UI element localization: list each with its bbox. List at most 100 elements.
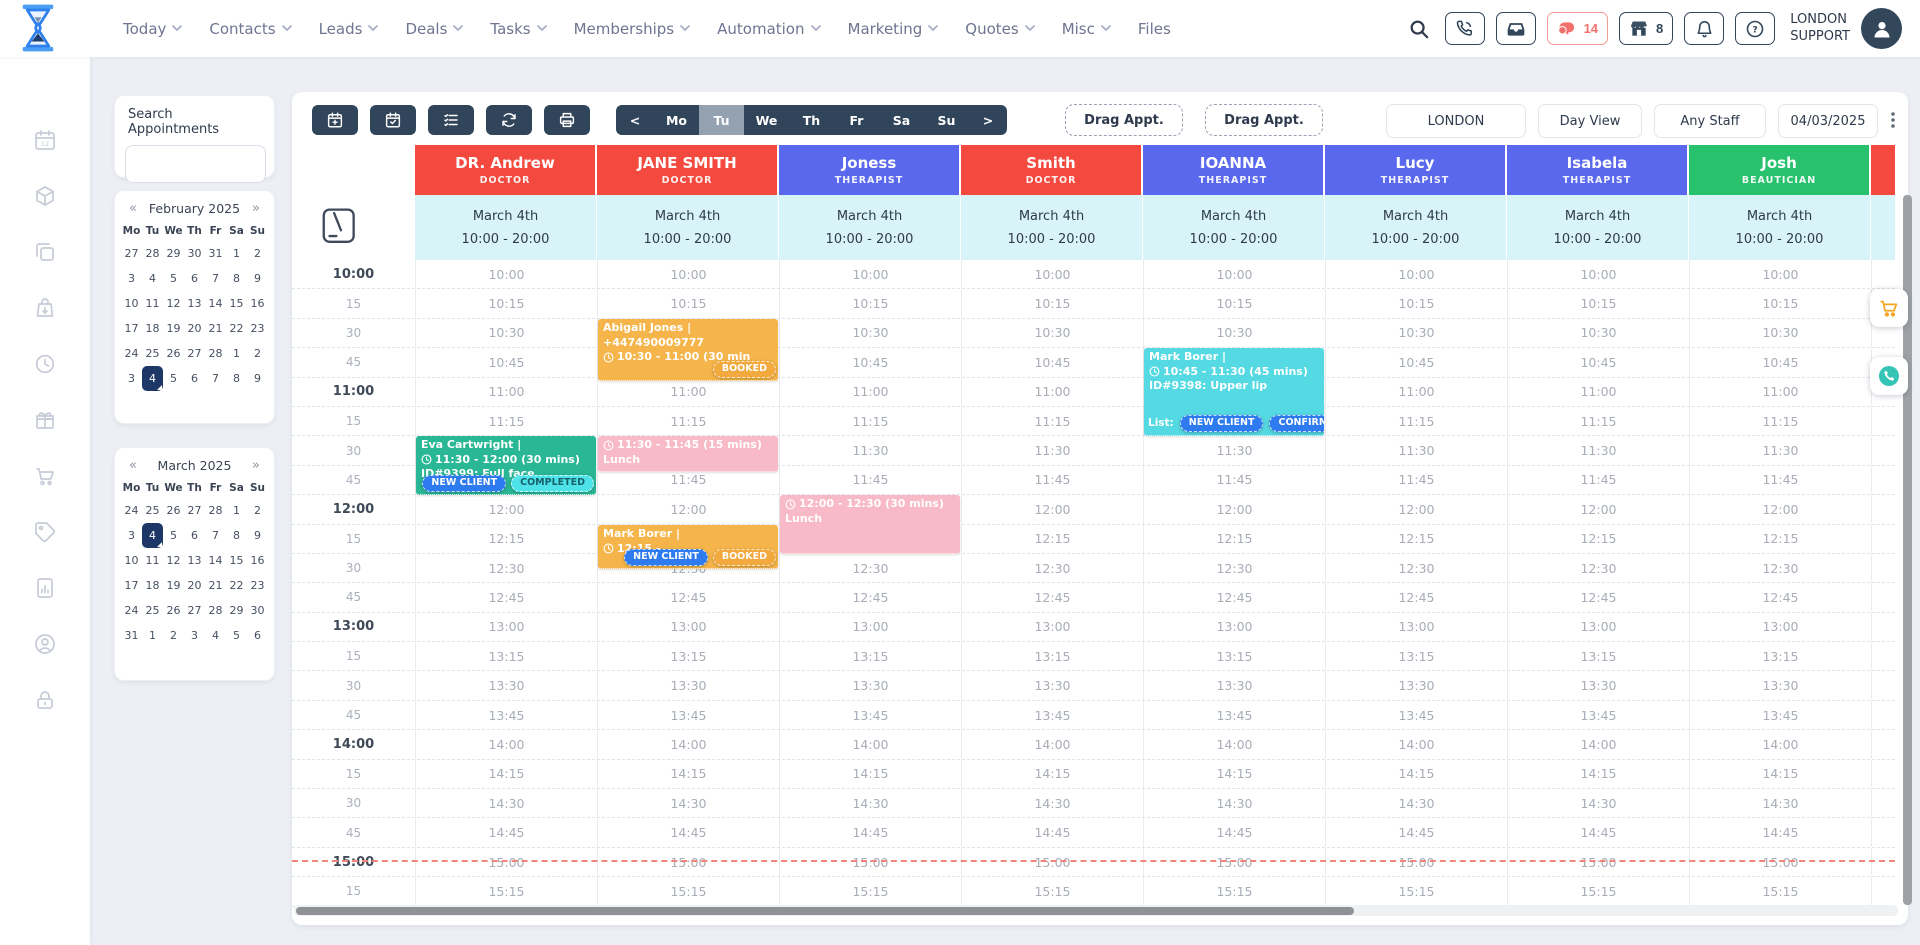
time-slot[interactable]: 14:15	[1689, 759, 1871, 789]
time-slot[interactable]: 10:00	[1507, 260, 1689, 289]
time-slot[interactable]: 11:30	[779, 436, 961, 465]
calendar-day[interactable]: 6	[191, 529, 198, 542]
time-slot[interactable]: 14:30	[597, 789, 779, 818]
time-slot[interactable]: 13:45	[1507, 700, 1689, 730]
time-slot[interactable]: 10:45	[779, 348, 961, 377]
add-appointment-button[interactable]	[312, 105, 358, 135]
calendar-day[interactable]: 1	[233, 247, 240, 260]
store-button[interactable]: 8	[1619, 12, 1674, 45]
time-slot[interactable]: 10:00	[415, 260, 597, 289]
time-slot[interactable]: 14:45	[597, 818, 779, 847]
time-slot[interactable]: 10:30	[779, 318, 961, 348]
time-slot[interactable]: 12:45	[415, 583, 597, 612]
package-icon[interactable]	[32, 183, 58, 209]
nav-item-marketing[interactable]: Marketing	[848, 20, 939, 38]
calendar-day[interactable]: 7	[212, 372, 219, 385]
weekday-sa[interactable]: Sa	[892, 112, 911, 128]
vertical-scrollbar-thumb[interactable]	[1903, 195, 1912, 905]
calendar-day[interactable]: 24	[124, 504, 139, 517]
time-slot[interactable]: 12:30	[779, 553, 961, 583]
schedule-calendar-icon[interactable]: 12	[32, 127, 58, 153]
nav-item-today[interactable]: Today	[123, 20, 183, 38]
time-slot[interactable]: 15:00	[1143, 847, 1325, 877]
calendar-day[interactable]: 7	[212, 529, 219, 542]
prev-month-button[interactable]: «	[129, 201, 137, 216]
calendar-day[interactable]: 4	[149, 272, 156, 285]
time-slot[interactable]: 12:00	[1325, 495, 1507, 524]
time-slot[interactable]: 13:30	[415, 671, 597, 700]
calendar-day[interactable]: 26	[166, 604, 181, 617]
time-slot[interactable]: 14:30	[1143, 789, 1325, 818]
time-slot[interactable]: 13:15	[1689, 642, 1871, 671]
time-slot[interactable]: 11:15	[779, 406, 961, 436]
time-slot[interactable]: 12:00	[597, 495, 779, 524]
staff-column-header[interactable]: Isabela THERAPIST	[1507, 145, 1689, 195]
nav-item-files[interactable]: Files	[1138, 20, 1171, 38]
nav-item-quotes[interactable]: Quotes	[965, 20, 1035, 38]
calendar-day[interactable]: 25	[145, 347, 160, 360]
time-slot[interactable]: 12:15	[1325, 524, 1507, 553]
time-slot[interactable]: 14:15	[1143, 759, 1325, 789]
drag-appt-button-2[interactable]: Drag Appt.	[1205, 104, 1323, 136]
time-slot[interactable]: 15:15	[415, 877, 597, 906]
time-slot[interactable]: 14:00	[1689, 730, 1871, 759]
time-slot[interactable]: 13:30	[779, 671, 961, 700]
time-slot[interactable]: 13:00	[1325, 612, 1507, 642]
time-slot[interactable]: 12:00	[1143, 495, 1325, 524]
calendar-day[interactable]: 12	[166, 554, 181, 567]
nav-item-deals[interactable]: Deals	[405, 20, 464, 38]
calendar-day[interactable]: 3	[191, 629, 198, 642]
calendar-day[interactable]: 9	[254, 372, 261, 385]
time-slot[interactable]: 10:00	[1325, 260, 1507, 289]
prev-month-button[interactable]: «	[129, 458, 137, 473]
time-slot[interactable]: 14:45	[961, 818, 1143, 847]
next-day-button[interactable]: >	[982, 112, 994, 128]
time-slot[interactable]: 12:45	[597, 583, 779, 612]
calendar-day[interactable]: 2	[254, 504, 261, 517]
time-slot[interactable]: 13:00	[1507, 612, 1689, 642]
time-slot[interactable]: 11:30	[1689, 436, 1871, 465]
time-slot[interactable]: 14:00	[415, 730, 597, 759]
time-slot[interactable]: 11:00	[1325, 377, 1507, 406]
time-slot[interactable]: 13:45	[1143, 700, 1325, 730]
confirmed-appointments-button[interactable]	[370, 105, 416, 135]
time-slot[interactable]: 14:45	[1507, 818, 1689, 847]
time-slot[interactable]: 12:15	[1689, 524, 1871, 553]
staff-column-header[interactable]: Smith DOCTOR	[961, 145, 1143, 195]
time-slot[interactable]: 12:00	[1507, 495, 1689, 524]
staff-column-header[interactable]: Josh BEAUTICIAN	[1689, 145, 1871, 195]
time-slot[interactable]: 13:00	[415, 612, 597, 642]
time-slot[interactable]: 11:30	[1325, 436, 1507, 465]
time-slot[interactable]: 15:00	[779, 847, 961, 877]
time-slot[interactable]: 11:45	[1325, 465, 1507, 495]
staff-select[interactable]: Any Staff	[1654, 104, 1766, 138]
horizontal-scrollbar-thumb[interactable]	[296, 906, 1354, 915]
calendar-day[interactable]: 21	[208, 322, 223, 335]
time-slot[interactable]: 12:30	[415, 553, 597, 583]
nav-item-memberships[interactable]: Memberships	[574, 20, 691, 38]
time-slot[interactable]: 14:00	[961, 730, 1143, 759]
time-slot[interactable]: 10:30	[415, 318, 597, 348]
time-slot[interactable]: 11:00	[1689, 377, 1871, 406]
calendar-day[interactable]: 28	[208, 604, 223, 617]
calendar-day[interactable]: 27	[187, 604, 202, 617]
tag-icon[interactable]	[32, 519, 58, 545]
calendar-day[interactable]: 11	[145, 297, 160, 310]
time-slot[interactable]: 15:00	[1507, 847, 1689, 877]
time-slot[interactable]: 11:15	[597, 406, 779, 436]
calendar-day[interactable]: 11	[145, 554, 160, 567]
time-slot[interactable]: 13:15	[597, 642, 779, 671]
time-slot[interactable]: 14:15	[961, 759, 1143, 789]
time-slot[interactable]: 13:45	[961, 700, 1143, 730]
phone-fab[interactable]	[1870, 357, 1908, 395]
time-slot[interactable]: 14:45	[415, 818, 597, 847]
avatar[interactable]	[1861, 8, 1902, 49]
calendar-day[interactable]: 10	[124, 297, 139, 310]
time-slot[interactable]: 15:15	[961, 877, 1143, 906]
time-slot[interactable]: 12:45	[1689, 583, 1871, 612]
calendar-day[interactable]: 8	[233, 529, 240, 542]
gift-icon[interactable]	[32, 407, 58, 433]
calendar-day[interactable]: 10	[124, 554, 139, 567]
time-slot[interactable]: 12:45	[1143, 583, 1325, 612]
app-logo[interactable]	[20, 4, 56, 56]
